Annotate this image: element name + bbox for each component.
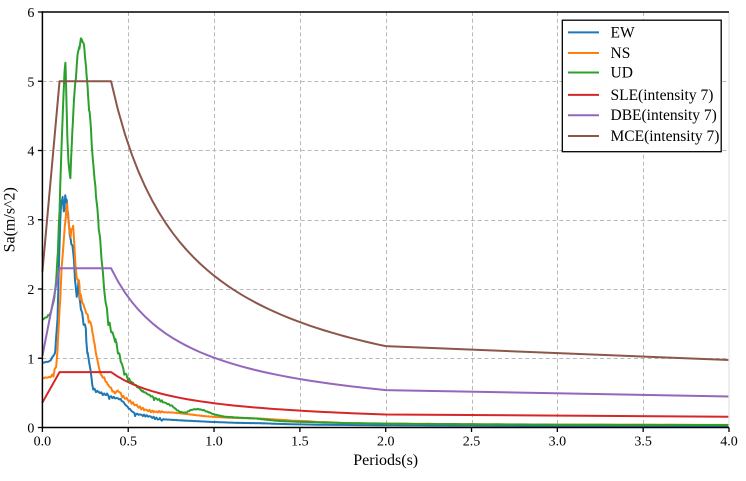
svg-text:EW: EW xyxy=(611,24,635,41)
svg-text:2: 2 xyxy=(27,283,34,298)
svg-text:2.5: 2.5 xyxy=(463,435,481,450)
svg-text:0: 0 xyxy=(27,421,34,436)
svg-text:6: 6 xyxy=(27,6,34,21)
svg-text:0.5: 0.5 xyxy=(119,434,137,449)
svg-text:2.0: 2.0 xyxy=(377,435,395,450)
svg-text:4.0: 4.0 xyxy=(720,435,738,450)
svg-text:SLE(intensity 7): SLE(intensity 7) xyxy=(611,87,714,104)
svg-text:3: 3 xyxy=(27,214,34,229)
svg-text:Sa(m/s^2): Sa(m/s^2) xyxy=(1,187,18,252)
svg-text:MCE(intensity 7): MCE(intensity 7) xyxy=(611,128,720,145)
svg-text:3.0: 3.0 xyxy=(549,435,567,450)
svg-text:UD: UD xyxy=(611,65,633,82)
svg-text:4: 4 xyxy=(27,144,34,159)
svg-text:1.5: 1.5 xyxy=(291,434,309,449)
svg-text:NS: NS xyxy=(611,45,631,62)
svg-text:DBE(intensity 7): DBE(intensity 7) xyxy=(611,107,717,124)
svg-text:3.5: 3.5 xyxy=(634,435,652,450)
svg-text:5: 5 xyxy=(27,75,34,90)
svg-text:1.0: 1.0 xyxy=(205,434,223,449)
svg-text:Periods(s): Periods(s) xyxy=(353,452,418,469)
svg-text:0.0: 0.0 xyxy=(34,434,52,449)
svg-text:1: 1 xyxy=(27,352,34,367)
